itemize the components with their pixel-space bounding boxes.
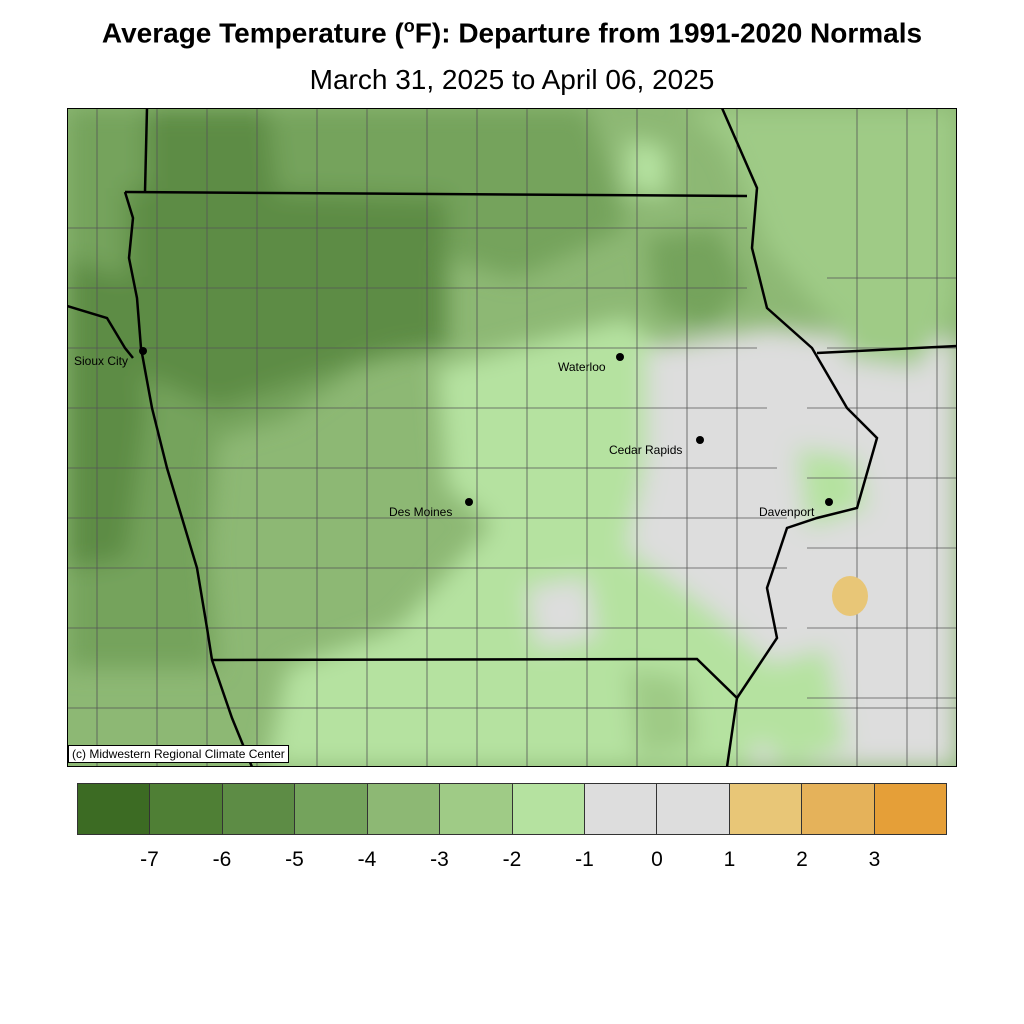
credit-label: (c) Midwestern Regional Climate Center [68,745,289,763]
legend-swatch [802,784,875,834]
legend-tick-label: 2 [796,848,808,871]
legend-tick-label: 3 [868,848,881,871]
city-davenport: Davenport [759,498,833,519]
legend-swatch [78,784,151,834]
legend-tick-label: -1 [575,848,594,871]
legend-tick-labels: -7 -6 -5 -4 -3 -2 -1 0 1 2 3 [77,848,947,878]
legend-swatch [150,784,223,834]
city-cedar-rapids: Cedar Rapids [609,436,704,457]
city-label: Des Moines [389,505,452,519]
city-label: Sioux City [74,354,128,368]
legend-tick-label: -7 [140,848,159,871]
warm-anomaly-spot [832,576,868,616]
city-dot [139,347,147,355]
map-title: Average Temperature (oF): Departure from… [101,16,923,49]
map-subtitle: March 31, 2025 to April 06, 2025 [309,64,715,95]
legend-swatch [729,784,803,834]
city-sioux-city: Sioux City [74,347,147,368]
legend-swatch [222,784,296,834]
legend-tick-label: 0 [651,848,663,871]
city-waterloo: Waterloo [558,353,624,374]
legend-swatch [440,784,513,834]
legend-swatch [367,784,441,834]
city-dot [465,498,473,506]
legend-swatch [584,784,658,834]
city-label: Davenport [759,505,815,519]
city-dot [616,353,624,361]
legend-swatch [512,784,585,834]
legend-swatch [295,784,368,834]
city-dot [825,498,833,506]
map-border [67,108,957,767]
legend-tick-label: -3 [430,848,449,871]
legend-tick-label: -5 [285,848,304,871]
city-markers: Sioux City Waterloo Cedar Rapids Des Moi… [74,347,833,519]
legend-tick-label: 1 [723,848,736,871]
temperature-departure-map: Sioux City Waterloo Cedar Rapids Des Moi… [67,108,957,767]
legend-swatch [874,784,947,834]
legend-tick-label: -4 [357,848,377,871]
city-label: Waterloo [558,360,606,374]
legend-swatch [657,784,730,834]
city-dot [696,436,704,444]
city-des-moines: Des Moines [389,498,473,519]
legend-tick-label: -6 [212,848,232,871]
state-borders [67,108,957,767]
legend-tick-label: -2 [502,848,522,871]
color-legend [77,783,947,835]
city-label: Cedar Rapids [609,443,682,457]
